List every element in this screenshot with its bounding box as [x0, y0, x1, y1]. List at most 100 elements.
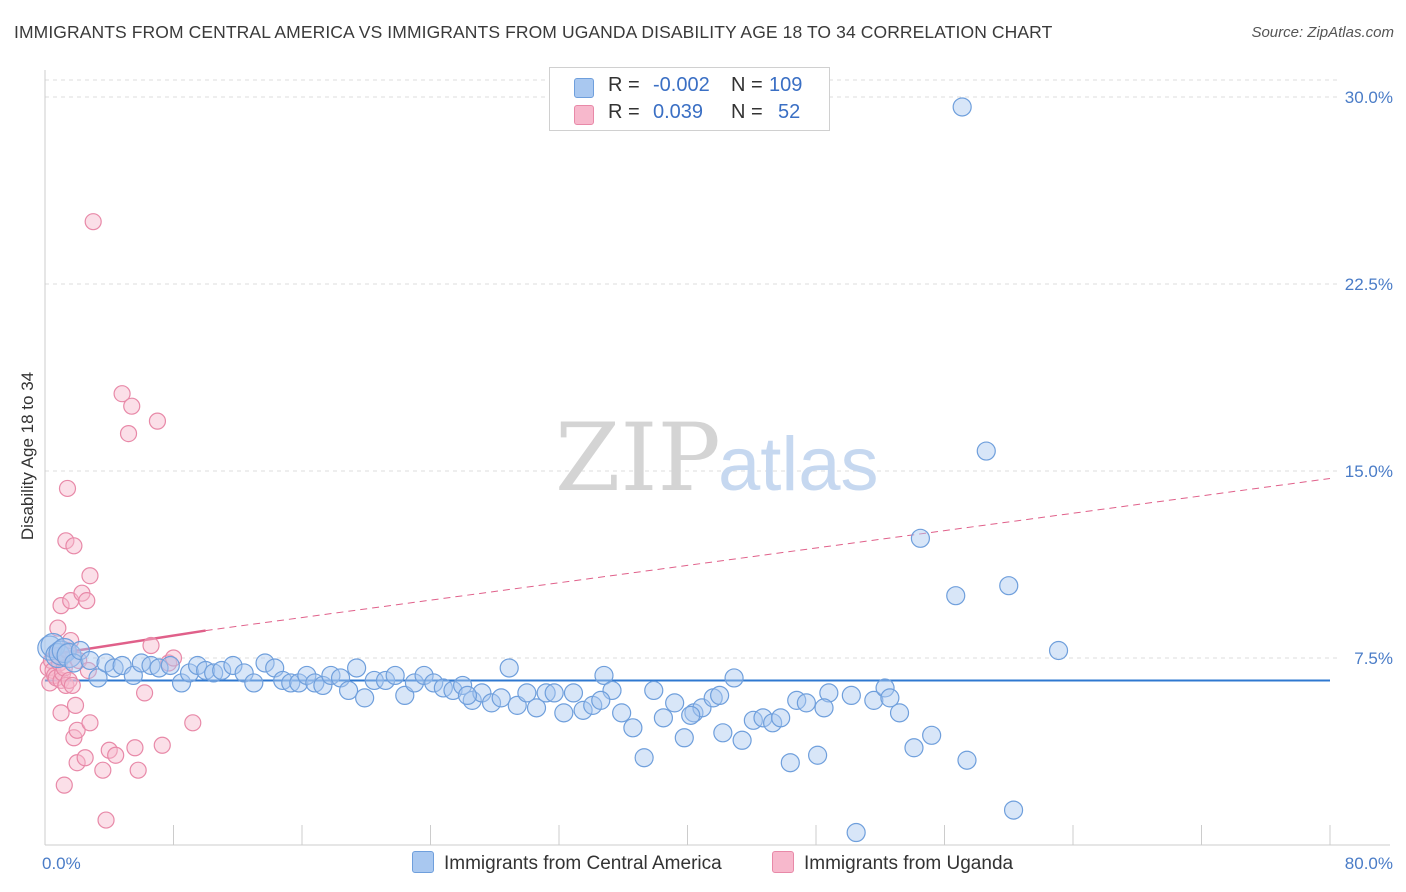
bottom-legend-uganda: Immigrants from Uganda	[772, 851, 1013, 875]
central-america-point	[414, 665, 434, 686]
legend-n-value: 52	[778, 101, 801, 123]
uganda-point	[123, 397, 141, 415]
watermark-zip: ZIP	[555, 404, 721, 513]
central-america-point	[104, 658, 124, 678]
central-america-point	[644, 680, 664, 701]
legend-n-label: N =	[731, 101, 763, 123]
bottom-legend-swatch-pink	[772, 851, 794, 873]
central-america-point	[355, 688, 375, 708]
central-america-points	[37, 97, 1069, 843]
central-america-point	[864, 690, 884, 710]
uganda-point	[58, 479, 77, 498]
uganda-point	[148, 412, 167, 430]
legend-row-central-america: R = -0.002 N = 109	[550, 74, 829, 100]
y-axis-label: Disability Age 18 to 34	[18, 372, 37, 540]
uganda-trend-extended	[205, 477, 1331, 632]
central-america-point	[472, 683, 492, 703]
central-america-point	[880, 688, 900, 708]
central-america-point	[424, 673, 444, 693]
central-america-point	[976, 441, 996, 461]
legend-swatch-blue	[574, 78, 594, 98]
central-america-point	[946, 586, 966, 606]
central-america-point	[404, 673, 425, 693]
uganda-point	[84, 213, 102, 231]
uganda-point	[119, 425, 138, 443]
source-label: Source: ZipAtlas.com	[1251, 24, 1394, 41]
central-america-point	[841, 685, 861, 706]
y-tick-label: 7.5%	[1354, 649, 1393, 668]
central-america-point	[771, 708, 791, 728]
central-america-point	[160, 655, 180, 676]
uganda-point	[76, 749, 94, 767]
x-tick-labels: 0.0% 80.0%	[42, 854, 1393, 873]
central-america-point	[179, 663, 200, 683]
chart-title: IMMIGRANTS FROM CENTRAL AMERICA VS IMMIG…	[14, 22, 1053, 42]
central-america-point	[289, 673, 309, 693]
y-tick-labels: 7.5% 15.0% 22.5% 30.0%	[1345, 88, 1393, 668]
central-america-point	[141, 655, 161, 676]
uganda-point	[94, 761, 112, 779]
uganda-point	[57, 676, 75, 695]
grid-lines	[45, 79, 1340, 659]
central-america-point	[819, 683, 839, 703]
uganda-point	[65, 537, 83, 555]
x-tick-label-min: 0.0%	[42, 854, 81, 873]
central-america-point	[517, 683, 537, 703]
central-america-point	[910, 528, 931, 548]
central-america-point	[481, 693, 502, 713]
central-america-point	[732, 730, 752, 750]
central-america-point	[846, 822, 866, 843]
central-america-point	[491, 688, 511, 708]
uganda-point	[184, 714, 202, 732]
legend-n-label: N =	[731, 74, 763, 96]
central-america-point	[957, 750, 977, 770]
central-america-point	[526, 698, 547, 718]
y-tick-label: 15.0%	[1345, 462, 1393, 481]
bottom-legend-central-america: Immigrants from Central America	[412, 851, 722, 875]
x-tick-label-max: 80.0%	[1345, 854, 1393, 873]
central-america-point	[364, 670, 384, 691]
central-america-point	[713, 723, 733, 743]
central-america-point	[223, 655, 243, 676]
legend-swatch-pink	[574, 105, 594, 125]
central-america-point	[653, 708, 674, 728]
central-america-point	[904, 738, 924, 758]
uganda-point	[52, 597, 70, 615]
legend-n-value: 109	[769, 74, 803, 96]
central-america-point	[297, 665, 317, 686]
correlation-legend: R = -0.002 N = 109 R = 0.039 N = 52	[549, 67, 830, 131]
central-america-point	[594, 665, 614, 686]
central-america-point	[999, 576, 1019, 596]
legend-r-label: R =	[608, 101, 640, 123]
uganda-point	[78, 592, 96, 610]
central-america-point	[889, 703, 910, 723]
central-america-point	[347, 658, 367, 678]
legend-r-label: R =	[608, 74, 640, 96]
central-america-point	[313, 675, 333, 696]
uganda-points	[39, 213, 202, 829]
uganda-point	[142, 636, 160, 655]
uganda-point	[126, 739, 144, 757]
watermark-atlas: atlas	[718, 422, 879, 507]
uganda-point	[129, 761, 147, 779]
central-america-point	[385, 665, 405, 686]
uganda-point	[66, 696, 85, 714]
uganda-point	[153, 736, 171, 754]
central-america-point	[544, 683, 564, 703]
central-america-point	[710, 685, 730, 706]
central-america-point	[453, 675, 473, 696]
central-america-point	[665, 693, 685, 713]
central-america-point	[443, 680, 463, 701]
central-america-point	[244, 673, 264, 693]
central-america-point	[952, 97, 972, 117]
central-america-point	[554, 703, 574, 723]
central-america-point	[681, 705, 701, 725]
uganda-point	[79, 661, 97, 680]
central-america-point	[281, 673, 301, 693]
central-america-point	[51, 637, 77, 664]
uganda-point	[55, 776, 73, 794]
central-america-point	[1003, 800, 1024, 820]
central-america-point	[814, 698, 834, 718]
axes	[44, 70, 1390, 846]
